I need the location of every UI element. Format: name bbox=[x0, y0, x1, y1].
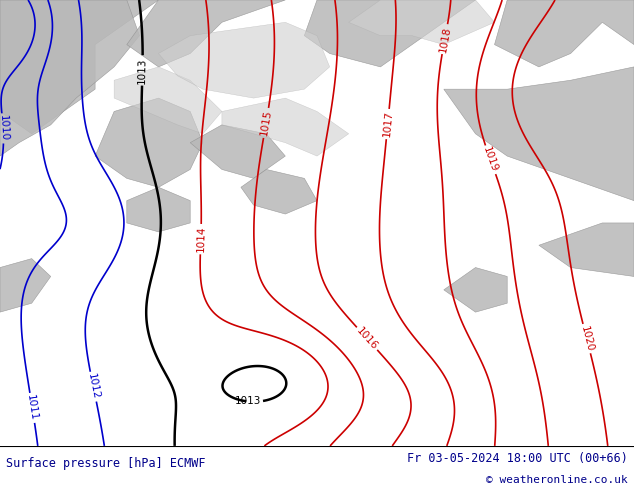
Polygon shape bbox=[190, 125, 285, 178]
Polygon shape bbox=[0, 259, 51, 312]
Text: 1018: 1018 bbox=[437, 25, 452, 53]
Text: 1012: 1012 bbox=[86, 373, 101, 401]
Polygon shape bbox=[95, 98, 203, 187]
Text: Surface pressure [hPa] ECMWF: Surface pressure [hPa] ECMWF bbox=[6, 457, 206, 470]
Polygon shape bbox=[241, 170, 317, 214]
Polygon shape bbox=[127, 187, 190, 232]
Text: 1014: 1014 bbox=[195, 226, 206, 252]
Text: © weatheronline.co.uk: © weatheronline.co.uk bbox=[486, 475, 628, 485]
Polygon shape bbox=[444, 67, 634, 201]
Text: 1017: 1017 bbox=[382, 110, 394, 138]
Polygon shape bbox=[222, 98, 349, 156]
Polygon shape bbox=[304, 0, 476, 67]
Polygon shape bbox=[495, 0, 634, 67]
Polygon shape bbox=[539, 223, 634, 276]
Polygon shape bbox=[0, 0, 139, 156]
Text: 1015: 1015 bbox=[259, 109, 273, 137]
Text: Fr 03-05-2024 18:00 UTC (00+66): Fr 03-05-2024 18:00 UTC (00+66) bbox=[407, 452, 628, 465]
Text: 1011: 1011 bbox=[25, 394, 39, 422]
Polygon shape bbox=[444, 268, 507, 312]
Polygon shape bbox=[127, 0, 285, 67]
Text: 1010: 1010 bbox=[0, 115, 9, 142]
Text: 1016: 1016 bbox=[354, 325, 380, 352]
Text: 1013: 1013 bbox=[235, 396, 261, 406]
Polygon shape bbox=[114, 67, 222, 134]
Text: 1020: 1020 bbox=[579, 325, 595, 353]
Text: 1019: 1019 bbox=[481, 146, 500, 174]
Polygon shape bbox=[349, 0, 495, 45]
Polygon shape bbox=[158, 22, 330, 98]
Text: 1013: 1013 bbox=[137, 57, 148, 84]
Polygon shape bbox=[0, 0, 158, 134]
